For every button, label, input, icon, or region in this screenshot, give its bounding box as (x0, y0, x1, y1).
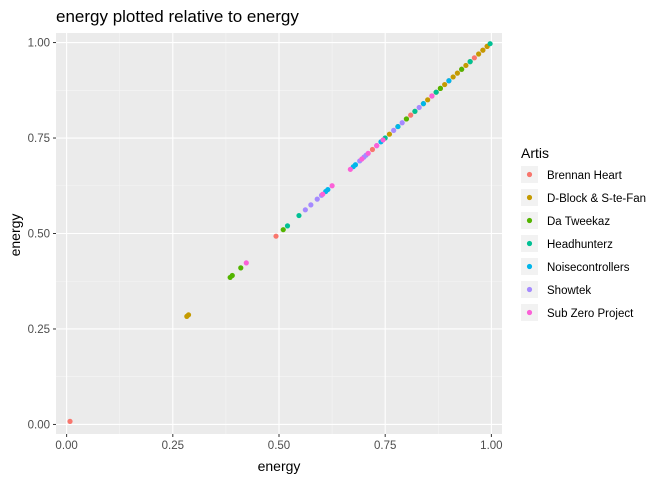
legend-key-point (526, 194, 533, 201)
legend-key-point (526, 309, 533, 316)
data-point (347, 166, 353, 172)
data-point (420, 101, 427, 107)
data-point (67, 418, 73, 424)
data-point (454, 70, 460, 76)
data-point (352, 162, 359, 168)
legend-label: Headhunterz (547, 239, 613, 251)
data-point (429, 93, 435, 99)
legend-label: Noisecontrollers (547, 262, 630, 274)
data-point (408, 112, 414, 118)
y-tick-label: 0.25 (28, 324, 50, 336)
y-tick-label: 0.00 (28, 419, 50, 431)
data-point (467, 59, 473, 65)
data-point (185, 312, 192, 318)
y-axis-title: energy (7, 214, 23, 257)
data-point (302, 207, 308, 213)
data-point (450, 74, 456, 80)
y-tick-label: 0.75 (28, 133, 50, 145)
legend-label: Showtek (547, 285, 591, 297)
data-point (433, 89, 439, 95)
legend-label: Da Tweekaz (547, 216, 610, 228)
data-point (314, 196, 320, 202)
data-point (391, 127, 397, 133)
y-tick-label: 1.00 (28, 38, 50, 50)
data-point (476, 51, 482, 57)
data-point (487, 41, 493, 47)
legend: Artis Brennan Heart D-Block & S-te-Fan Da … (521, 145, 646, 321)
data-points (67, 41, 493, 424)
data-point (442, 81, 448, 88)
data-point (425, 97, 431, 103)
data-point (446, 78, 452, 84)
data-point (480, 47, 486, 53)
data-point (243, 260, 249, 266)
legend-key-point (526, 217, 533, 224)
y-axis-ticks: 0.00 0.25 0.50 0.75 1.00 (28, 38, 56, 431)
data-point (280, 227, 286, 233)
data-point (395, 123, 401, 130)
x-tick-label: 0.00 (55, 440, 77, 452)
x-axis-title: energy (258, 458, 301, 474)
chart-title: energy plotted relative to energy (56, 7, 299, 26)
data-point (412, 108, 418, 114)
data-point (320, 191, 326, 197)
legend-title: Artis (521, 145, 549, 161)
x-tick-label: 0.75 (374, 440, 396, 452)
data-point (284, 223, 291, 229)
legend-label: Brennan Heart (547, 170, 623, 182)
y-tick-label: 0.50 (28, 229, 50, 241)
legend-key-point (526, 263, 533, 270)
x-axis-ticks: 0.00 0.25 0.50 0.75 1.00 (55, 434, 503, 452)
data-point (463, 62, 469, 69)
data-point (325, 186, 331, 193)
data-point (471, 55, 477, 61)
data-point (359, 156, 365, 162)
legend-label: D-Block & S-te-Fan (547, 193, 646, 205)
x-tick-label: 1.00 (480, 440, 502, 452)
data-point (459, 66, 465, 72)
data-point (380, 137, 386, 143)
grid-lines (56, 33, 502, 434)
legend-key-point (526, 240, 533, 247)
x-tick-label: 0.25 (162, 440, 184, 452)
legend-key-point (526, 286, 533, 293)
data-point (308, 202, 314, 208)
data-point (386, 131, 393, 137)
legend-key-point (526, 171, 533, 178)
data-point (403, 116, 410, 122)
data-point (416, 104, 422, 111)
data-point (399, 120, 405, 126)
data-point (238, 265, 244, 271)
data-point (365, 150, 371, 156)
legend-label: Sub Zero Project (547, 308, 634, 320)
data-point (329, 183, 335, 189)
data-point (437, 85, 444, 91)
data-point (229, 272, 235, 279)
x-tick-label: 0.50 (268, 440, 290, 452)
data-point (374, 143, 380, 149)
data-point (369, 146, 376, 153)
data-point (273, 233, 279, 239)
data-point (296, 212, 302, 219)
